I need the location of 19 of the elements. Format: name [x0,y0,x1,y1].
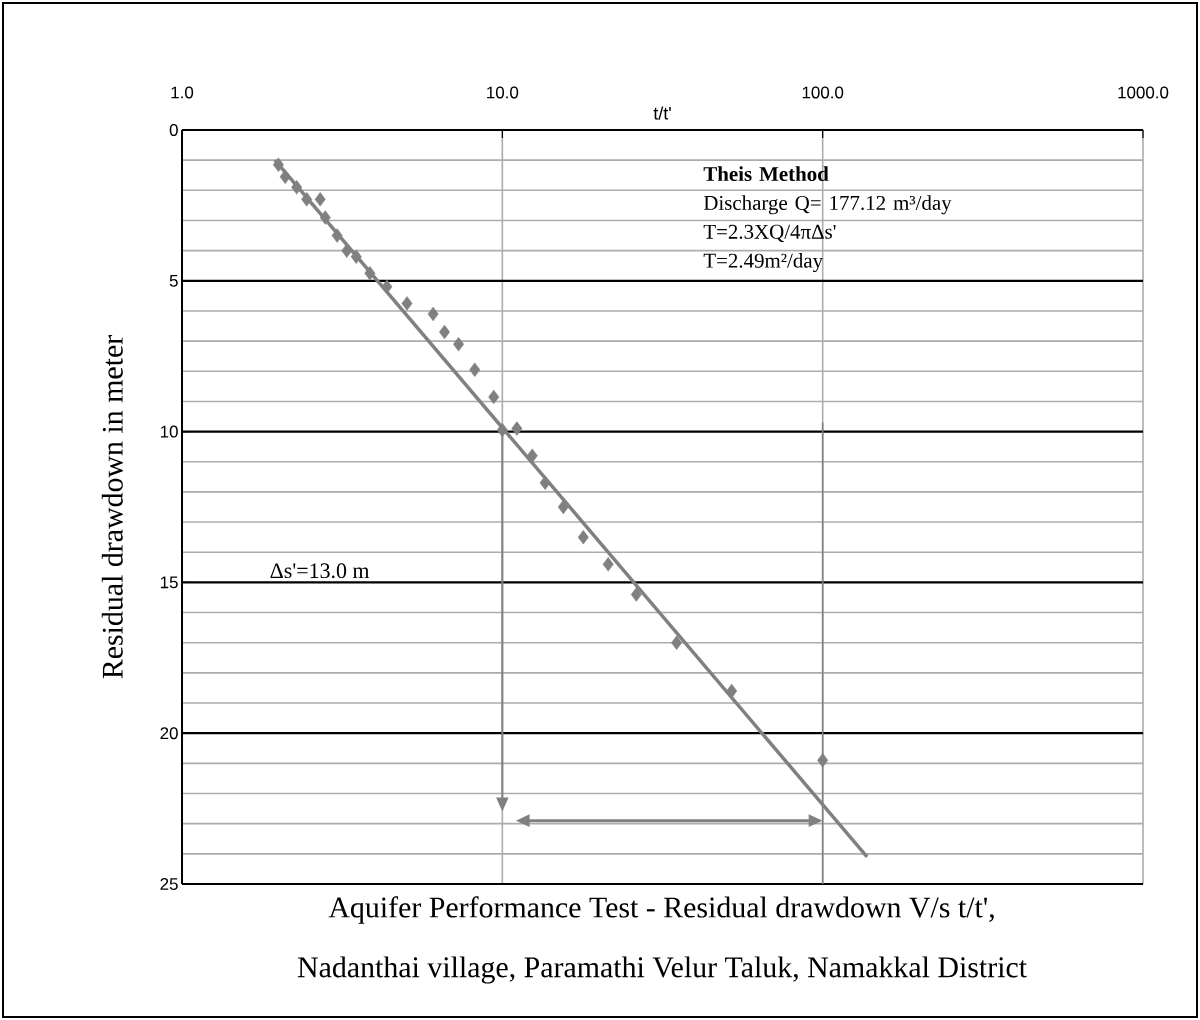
text: Aquifer Performance Test - Residual drawdown V/s t/t', [328,896,994,924]
x-axis-title: t/t' [653,106,671,120]
annotation: Discharge Q= 177.12 m³/day [703,195,952,215]
text: Nadanthai village, Paramathi Velur Taluk, Namakkal District [297,956,1027,984]
x-tick-label: 1000.0 [1118,86,1169,99]
annotation: Δs'=13.0 m [270,563,370,579]
y-axis-title: Residual drawdown in meter [101,335,123,679]
annotation: T=2.3XQ/4πΔs' [703,224,836,243]
y-tick-label: 5 [169,274,178,287]
x-tick-label: 100.0 [802,86,844,99]
annotation: T=2.49m²/day [703,253,823,273]
x-tick-label: 1.0 [171,86,194,99]
y-tick-label: 0 [169,123,178,136]
y-tick-label: 25 [160,878,178,890]
y-tick-label: 20 [160,727,178,740]
x-tick-label: 10.0 [487,86,519,99]
y-tick-label: 10 [160,425,178,438]
annotation: Theis Method [703,166,829,182]
y-tick-label: 15 [160,576,178,589]
